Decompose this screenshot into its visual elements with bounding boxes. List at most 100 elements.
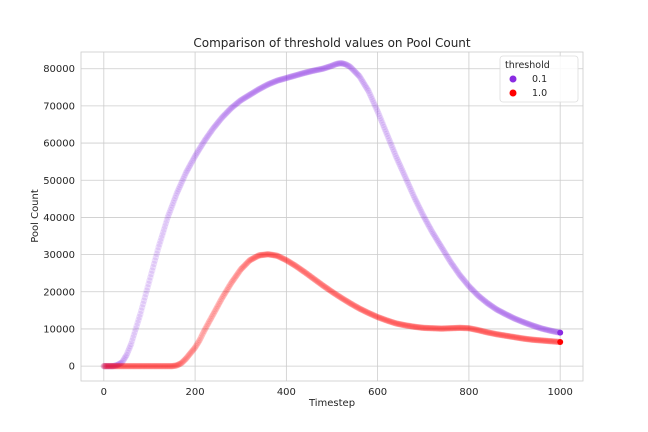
data-point: [344, 298, 351, 305]
data-point: [470, 325, 477, 333]
data-point: [347, 300, 354, 307]
data-point: [188, 159, 195, 166]
data-point: [137, 362, 144, 370]
data-point: [262, 251, 269, 258]
data-point: [540, 325, 547, 333]
data-point: [293, 263, 300, 270]
data-point: [235, 268, 243, 276]
data-point: [258, 84, 265, 91]
data-point: [222, 289, 229, 297]
data-point: [175, 361, 182, 368]
data-point: [425, 324, 432, 332]
data-point: [292, 262, 299, 269]
data-point: [492, 305, 499, 312]
data-point: [420, 214, 428, 221]
data-point: [414, 323, 421, 331]
data-point: [263, 251, 270, 258]
data-point: [354, 304, 361, 311]
data-point: [464, 281, 472, 289]
data-point: [510, 333, 517, 341]
data-point: [376, 112, 383, 120]
data-point: [283, 74, 290, 82]
data-point: [342, 61, 349, 68]
data-point: [424, 324, 432, 332]
data-point: [481, 297, 488, 304]
data-point: [331, 61, 338, 68]
data-point: [449, 261, 456, 268]
data-point: [267, 80, 275, 87]
data-point: [523, 335, 530, 343]
data-point: [331, 290, 338, 297]
y-tick-label: 20000: [43, 287, 75, 298]
data-point: [322, 284, 329, 291]
data-point: [262, 82, 269, 89]
data-point: [499, 309, 506, 316]
x-axis-label: Timestep: [308, 398, 355, 409]
data-point: [535, 337, 543, 344]
data-point: [410, 191, 417, 199]
data-point: [212, 305, 220, 313]
data-point: [423, 324, 431, 332]
data-point: [295, 71, 302, 78]
data-point: [518, 335, 526, 342]
legend-label-1.0: 1.0: [532, 88, 547, 99]
data-point: [222, 111, 229, 118]
data-point: [403, 322, 411, 329]
data-point: [455, 324, 463, 332]
data-point: [244, 92, 252, 100]
data-point: [439, 325, 446, 332]
data-point: [541, 326, 548, 333]
data-point: [450, 324, 457, 332]
data-point: [318, 281, 326, 288]
data-point: [407, 322, 414, 330]
series-layer: [100, 59, 564, 370]
data-point: [192, 342, 200, 350]
data-point: [268, 251, 275, 259]
data-point: [359, 307, 367, 314]
data-point: [301, 268, 308, 276]
data-point: [395, 159, 402, 166]
data-point: [161, 362, 169, 370]
data-point: [108, 362, 116, 370]
data-point: [120, 362, 128, 370]
data-point: [133, 362, 140, 370]
data-point: [242, 94, 249, 101]
data-point: [167, 362, 174, 370]
data-point: [101, 362, 108, 370]
data-point: [160, 226, 168, 233]
data-point: [150, 362, 158, 370]
data-point: [161, 223, 169, 230]
data-point: [383, 130, 390, 137]
x-tick-label: 400: [277, 387, 296, 398]
data-point: [447, 258, 454, 266]
data-point: [482, 328, 489, 336]
data-point: [386, 137, 393, 144]
data-point: [275, 253, 283, 260]
data-point: [415, 324, 422, 331]
data-point: [103, 362, 110, 370]
data-point: [302, 69, 309, 76]
data-point: [349, 66, 357, 73]
data-point: [351, 302, 359, 310]
data-point: [515, 316, 522, 324]
data-point: [476, 293, 484, 301]
data-point: [404, 322, 411, 329]
data-point: [410, 193, 418, 201]
data-point: [386, 318, 393, 325]
data-point: [104, 362, 111, 370]
data-point: [511, 315, 518, 322]
data-point: [213, 304, 221, 311]
data-point: [538, 337, 546, 344]
data-point: [315, 66, 322, 73]
data-point: [174, 188, 181, 195]
data-point: [355, 304, 362, 312]
data-point: [316, 280, 324, 287]
data-point: [396, 320, 403, 328]
data-point: [208, 314, 215, 321]
data-point: [410, 323, 417, 330]
data-point: [412, 197, 420, 204]
data-point: [377, 314, 384, 322]
data-point: [437, 242, 444, 249]
data-point: [139, 300, 147, 308]
data-point: [496, 307, 504, 315]
